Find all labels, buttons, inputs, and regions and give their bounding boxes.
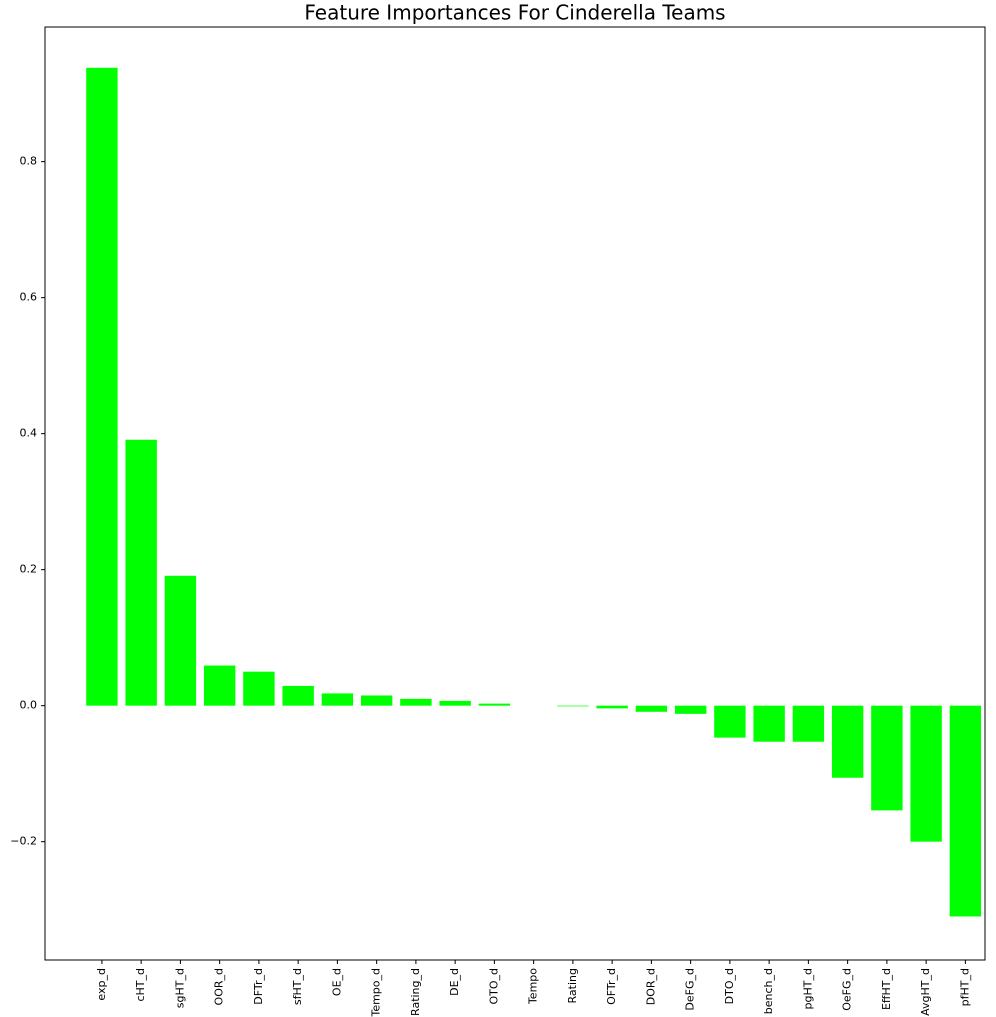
x-tick-label: OeFG_d [841,968,854,1011]
bar [282,685,314,706]
bar [596,705,628,709]
bar [674,705,707,714]
bar [871,705,903,811]
bar [753,705,785,742]
x-tick-label: AvgHT_d [919,968,932,1016]
bar [243,671,275,706]
bar [831,705,864,778]
y-tick-label: 0.4 [20,427,38,440]
bar [321,693,354,706]
bar [86,67,118,706]
x-tick-label: Tempo_d [370,968,383,1017]
bar [910,705,942,842]
y-tick-label: 0.8 [20,155,38,168]
x-tick-label: exp_d [95,968,108,1001]
x-tick-label: OOR_d [213,968,226,1005]
y-tick-label: 0.0 [20,699,38,712]
bar [478,703,511,706]
x-tick-label: DE_d [448,968,461,996]
bar [557,705,589,707]
chart-title: Feature Importances For Cinderella Teams [304,1,725,25]
bar [125,439,157,706]
x-tick-label: DOR_d [644,968,657,1005]
x-tick-label: Rating_d [409,968,422,1016]
x-tick-label: EffHT_d [880,968,893,1010]
x-tick-label: Tempo [527,968,540,1005]
x-tick-label: cHT_d [134,968,147,1002]
bar [360,695,393,706]
bar [792,705,825,742]
bar [714,705,746,738]
x-tick-label: pgHT_d [801,968,814,1009]
plot-frame [44,26,986,961]
x-tick-label: DTO_d [723,968,736,1004]
y-tick-label: −0.2 [10,835,37,848]
bar [439,700,471,706]
x-tick-label: bench_d [762,968,775,1014]
bar [400,698,432,706]
bar [635,705,668,712]
x-tick-label: OTO_d [487,968,500,1005]
bar [949,705,982,917]
x-tick-label: sfHT_d [291,968,304,1005]
x-tick-label: pfHT_d [958,968,971,1006]
x-tick-label: sgHT_d [173,968,186,1008]
bar [164,575,197,706]
x-tick-label: OFTr_d [605,968,618,1005]
x-tick-label: Rating [566,968,579,1003]
x-tick-label: DeFG_d [684,968,697,1011]
y-tick-label: 0.6 [20,291,38,304]
x-tick-label: OE_d [330,968,343,996]
bar [203,665,236,706]
x-tick-label: DFTr_d [252,968,265,1005]
y-tick-label: 0.2 [20,563,38,576]
